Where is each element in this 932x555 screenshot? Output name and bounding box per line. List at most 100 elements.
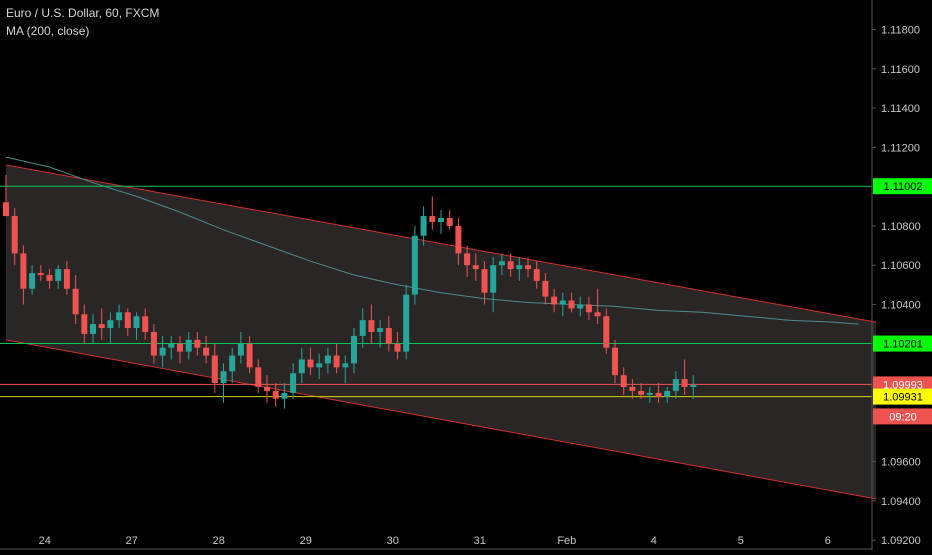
candle-body: [533, 269, 540, 281]
candle: [98, 308, 105, 340]
candle-body: [577, 304, 584, 309]
candle: [438, 210, 444, 234]
channel-fill: [6, 165, 876, 499]
price-tag: 1.09931: [873, 388, 932, 405]
candle: [559, 292, 566, 317]
candle-body: [264, 386, 270, 391]
candle: [237, 331, 244, 364]
candle-body: [290, 373, 297, 393]
candle: [29, 265, 36, 295]
candle-body: [464, 253, 471, 266]
candle: [159, 335, 166, 368]
candle: [133, 312, 140, 340]
candle: [481, 261, 488, 305]
time-tick-label: 28: [213, 535, 225, 547]
candle-body: [133, 316, 140, 329]
candles-group: [3, 174, 697, 409]
candle: [446, 210, 453, 230]
candle-body: [438, 218, 444, 222]
candle: [229, 347, 236, 384]
candle: [551, 288, 558, 313]
candle-body: [368, 320, 375, 332]
candle-body: [411, 235, 418, 295]
candle: [620, 367, 627, 395]
time-tick-label: 29: [300, 535, 312, 547]
candle: [359, 308, 366, 348]
candle: [568, 292, 575, 313]
candle: [307, 347, 314, 376]
price-tag-bg: [873, 376, 932, 393]
candle-body: [594, 312, 601, 317]
price-tick-label: 1.11200: [881, 142, 920, 154]
channel-upper-line: [5, 164, 877, 323]
candle: [90, 314, 96, 344]
candle: [542, 273, 549, 305]
candle-body: [603, 316, 610, 348]
candle-body: [11, 216, 18, 254]
candle: [472, 253, 479, 281]
candle-body: [664, 390, 671, 397]
chart-legend: Euro / U.S. Dollar, 60, FXCM MA (200, cl…: [6, 4, 159, 40]
horizontal-lines-group: [0, 185, 872, 398]
candle: [516, 257, 523, 281]
candle: [394, 331, 401, 360]
candle-body: [446, 218, 453, 226]
time-tick-label: Feb: [557, 535, 576, 547]
candle-body: [55, 269, 62, 281]
candle-body: [116, 312, 123, 321]
time-tick-label: 30: [387, 535, 399, 547]
candle: [46, 269, 53, 289]
candle: [281, 383, 288, 409]
candle: [203, 335, 210, 364]
candle-body: [568, 300, 575, 309]
candle-body: [420, 216, 427, 236]
candle-body: [455, 225, 462, 254]
price-tick-label: 1.11400: [881, 103, 920, 115]
candle-body: [525, 265, 531, 270]
candle: [290, 363, 297, 399]
candle-body: [516, 265, 523, 270]
candle: [211, 343, 218, 393]
price-tag-label: 1.10201: [883, 339, 923, 351]
candle-body: [620, 375, 627, 387]
price-tag-bg: [873, 178, 932, 195]
candle: [690, 375, 697, 399]
candle-body: [37, 273, 44, 275]
price-tick-label: 1.10800: [881, 221, 921, 233]
candle-body: [472, 265, 479, 270]
candle: [507, 253, 514, 277]
candle-body: [429, 216, 436, 222]
price-tag: 09:20: [873, 408, 932, 425]
price-tag-bg: [873, 335, 932, 352]
candle: [603, 308, 610, 354]
price-tag-label: 1.11002: [884, 181, 923, 193]
candle: [533, 261, 540, 289]
candle-body: [490, 265, 497, 293]
candle-body: [98, 324, 105, 329]
candle: [72, 275, 79, 325]
price-tag-label: 1.09931: [883, 392, 923, 404]
candle: [411, 225, 418, 305]
candle: [37, 265, 44, 281]
candle-body: [351, 335, 357, 364]
candle: [150, 324, 157, 364]
candle: [368, 304, 375, 344]
time-tick-label: 6: [825, 535, 831, 547]
candle: [351, 328, 357, 374]
candle: [220, 363, 227, 403]
candle-body: [203, 347, 210, 356]
indicator-title[interactable]: MA (200, close): [6, 24, 90, 38]
candle-body: [385, 328, 392, 344]
candle-body: [29, 273, 36, 289]
candle-body: [377, 328, 384, 332]
channel-lower-line: [5, 339, 877, 500]
symbol-title[interactable]: Euro / U.S. Dollar, 60, FXCM: [6, 6, 160, 20]
candle: [455, 218, 462, 266]
candle-body: [481, 269, 488, 293]
candle-body: [612, 347, 618, 376]
candle-body: [403, 294, 410, 352]
channel-group: [5, 164, 877, 500]
candle: [681, 359, 688, 395]
